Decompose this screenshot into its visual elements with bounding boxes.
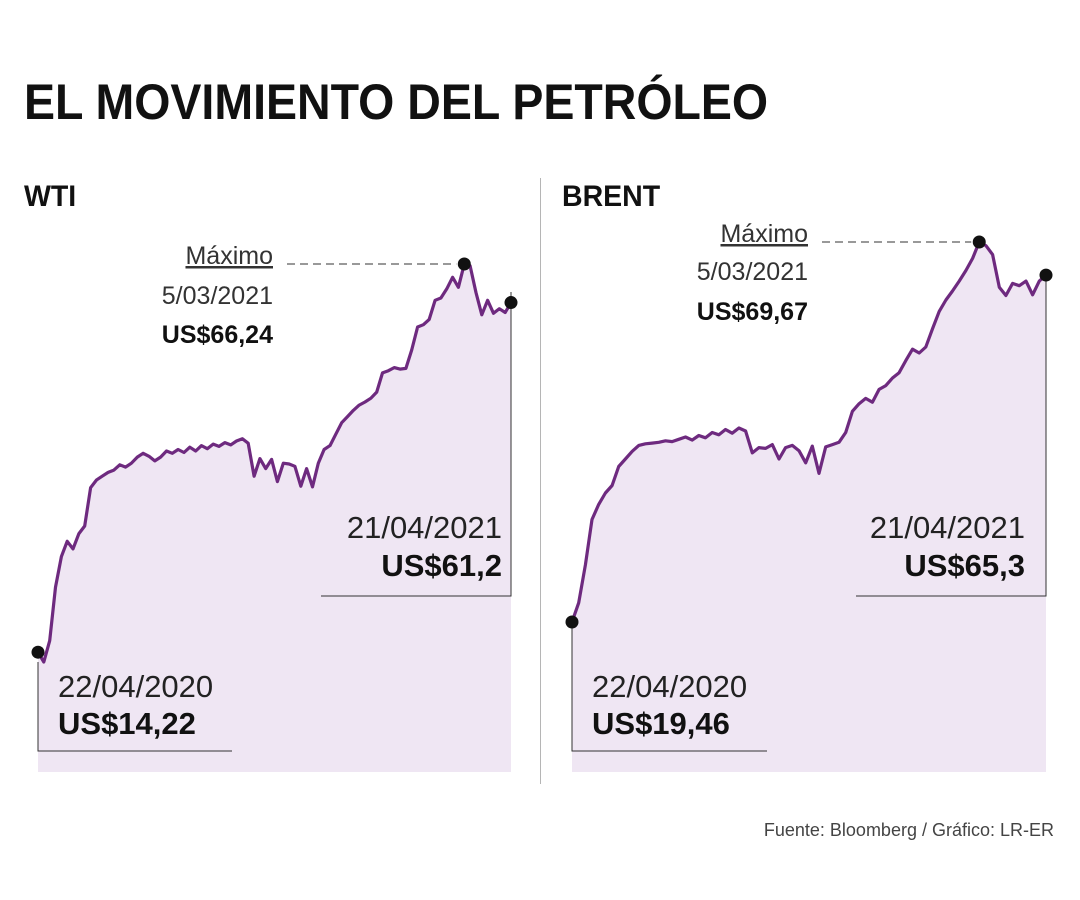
wti-start-date: 22/04/2020 bbox=[58, 669, 213, 704]
brent-peak-marker bbox=[972, 235, 986, 249]
wti-peak-marker bbox=[457, 257, 471, 271]
wti-start-marker bbox=[31, 645, 45, 659]
brent-end-leader bbox=[856, 270, 1047, 597]
brent-peak-date: 5/03/2021 bbox=[697, 258, 808, 286]
brent-end-value: US$65,3 bbox=[904, 548, 1025, 583]
brent-peak-value: US$69,67 bbox=[697, 298, 808, 326]
chart-title: EL MOVIMIENTO DEL PETRÓLEO bbox=[24, 74, 769, 130]
brent-start-date: 22/04/2020 bbox=[592, 669, 747, 704]
wti-peak-date: 5/03/2021 bbox=[162, 282, 273, 310]
wti-start-value: US$14,22 bbox=[58, 706, 196, 741]
brent-peak-label: Máximo bbox=[720, 220, 808, 248]
brent-start-marker bbox=[565, 615, 579, 629]
brent-area-fill bbox=[572, 242, 1046, 772]
panel-divider bbox=[540, 178, 541, 784]
brent-start-leader bbox=[571, 622, 767, 752]
wti-peak-label: Máximo bbox=[185, 242, 273, 270]
brent-panel-label: BRENT bbox=[562, 180, 661, 213]
wti-end-date: 21/04/2021 bbox=[347, 510, 502, 545]
brent-end-date: 21/04/2021 bbox=[870, 510, 1025, 545]
brent-price-line bbox=[570, 240, 1048, 624]
brent-end-marker bbox=[1039, 268, 1053, 282]
wti-peak-value: US$66,24 bbox=[162, 321, 273, 349]
brent-start-value: US$19,46 bbox=[592, 706, 730, 741]
wti-start-leader bbox=[37, 662, 232, 752]
wti-end-leader bbox=[321, 292, 512, 597]
source-note: Fuente: Bloomberg / Gráfico: LR-ER bbox=[763, 820, 1054, 840]
wti-panel-label: WTI bbox=[24, 180, 77, 213]
wti-price-line bbox=[36, 262, 513, 664]
wti-end-marker bbox=[504, 296, 518, 310]
wti-area-fill bbox=[38, 264, 511, 772]
wti-end-value: US$61,2 bbox=[381, 548, 502, 583]
